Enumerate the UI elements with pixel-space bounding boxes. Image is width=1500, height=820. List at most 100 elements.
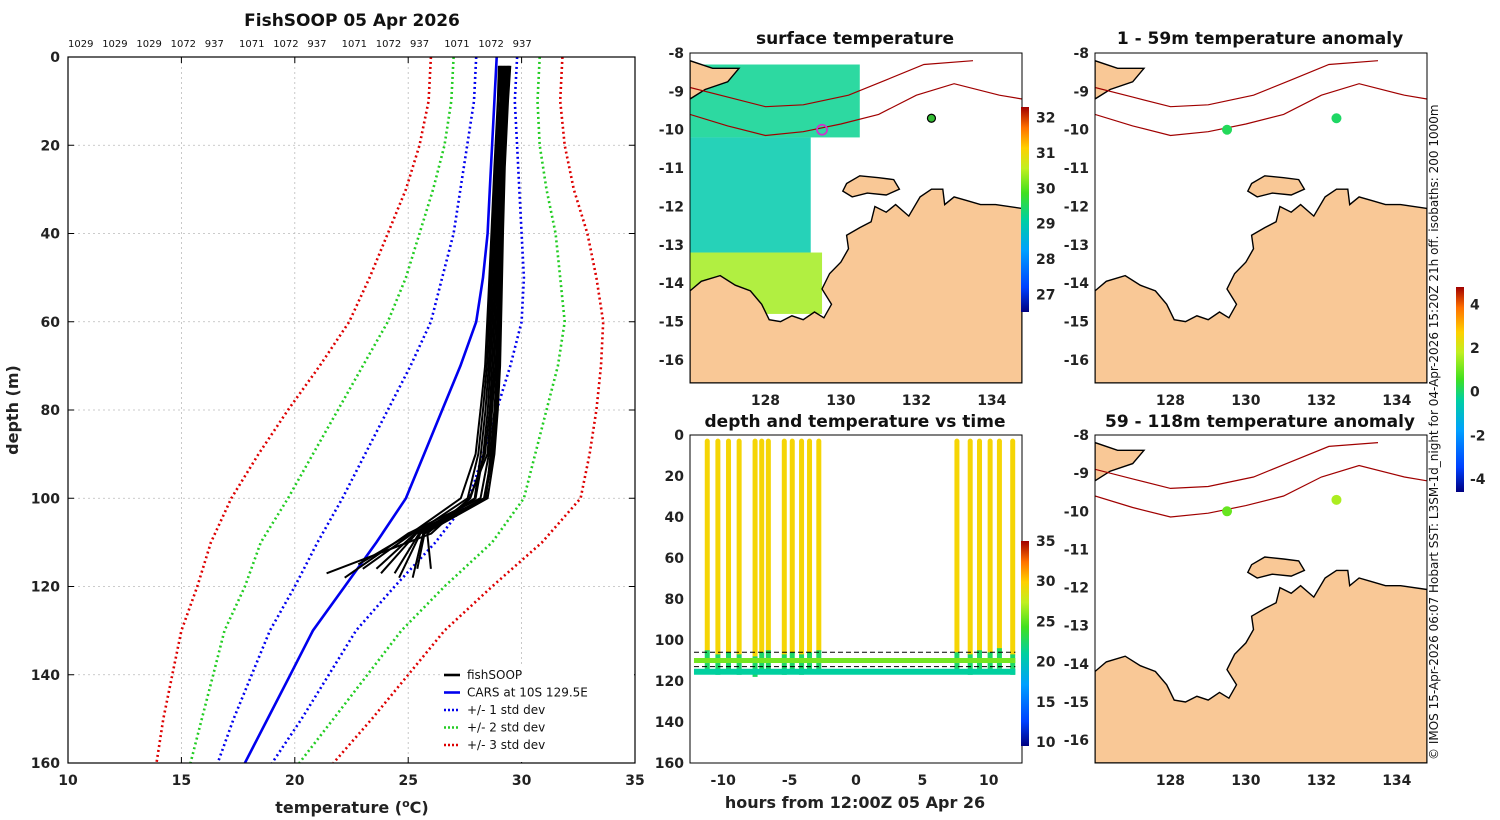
map-frame: [1094, 52, 1428, 384]
lat-tick-label: -8: [668, 46, 684, 62]
isobath-1000m: [1095, 60, 1379, 108]
legend-label: +/- 2 std dev: [467, 721, 545, 735]
sst-colorbar-label: 29: [1036, 217, 1055, 233]
top-label: 1072: [273, 39, 298, 50]
timor-island: [690, 59, 741, 100]
top-label: 1071: [342, 39, 367, 50]
lat-tick-label: -8: [1073, 46, 1089, 62]
lon-tick-label: 130: [1231, 773, 1260, 789]
top-label: 1071: [444, 39, 469, 50]
isobath-200m: [1095, 83, 1427, 137]
anom1-title: 1 - 59m temperature anomaly: [1117, 29, 1403, 49]
land-mass: [1095, 188, 1427, 383]
time-colorbar-ticks: 10 15 20 25 30 35: [1036, 534, 1056, 751]
fishsoop-profile-line: [344, 65, 507, 579]
lat-tick-label: -13: [1064, 238, 1089, 254]
anom1-panel: 1 - 59m temperature anomaly 128 130 132 134…: [1064, 29, 1428, 409]
sst-map-title: surface temperature: [756, 29, 954, 49]
time-colorbar-label: 10: [1036, 735, 1056, 751]
time-y-tick-label: 120: [655, 674, 684, 690]
top-label: 1072: [171, 39, 196, 50]
sst-colorbar-label: 32: [1036, 111, 1055, 127]
fishsoop-profile-line: [416, 65, 512, 569]
sst-map-panel: surface temperature 128 130 132 134 -8 -9 -10 -…: [659, 29, 1056, 409]
time-series-marks: [693, 438, 1016, 677]
lon-tick-label: 130: [1231, 393, 1260, 409]
lat-tick-label: -14: [1064, 276, 1090, 292]
lat-tick-label: -12: [659, 199, 684, 215]
top-label: 1029: [68, 39, 93, 50]
profile-panel: 10 15 20 25 30 35 0 20 40 60 80 100 120 140 160 FishSO…: [3, 11, 645, 817]
anomaly-marker: [1222, 506, 1233, 517]
cast-marker: [816, 123, 828, 136]
legend-label: +/- 1 std dev: [467, 703, 545, 717]
isobath-1000m: [690, 60, 974, 108]
lat-tick-label: -15: [1064, 695, 1089, 711]
y-tick-label: 40: [41, 227, 61, 243]
time-series-area: [690, 435, 1022, 763]
time-y-tick-label: 60: [665, 551, 685, 567]
legend-box: [440, 666, 634, 762]
lon-tick-label: 128: [751, 393, 780, 409]
sst-markers: [816, 113, 937, 136]
x-tick-label: 15: [172, 773, 191, 789]
lat-tick-label: -12: [1064, 581, 1089, 597]
anom2-ticks: 128 130 132 134 -8 -9 -10 -11 -12 -13 -14 -15 -16: [1064, 428, 1428, 789]
legend-label: fishSOOP: [467, 668, 522, 682]
time-series-title: depth and temperature vs time: [705, 412, 1006, 432]
sst-colorbar-label: 31: [1036, 146, 1055, 162]
std2-minus-line: [189, 57, 455, 763]
std3-minus-line: [155, 57, 433, 763]
profile-ticks: 10 15 20 25 30 35 0 20 40 60 80 100 120 140 160: [31, 50, 645, 789]
isobath-1000m: [1095, 442, 1379, 490]
lat-tick-label: -11: [1064, 542, 1089, 558]
time-x-tick-label: 5: [918, 773, 928, 789]
lat-tick-label: -10: [1064, 123, 1090, 139]
lon-tick-label: 132: [1307, 773, 1336, 789]
time-y-tick-label: 100: [655, 633, 684, 649]
lat-tick-label: -13: [1064, 619, 1089, 635]
land-mass: [1095, 569, 1427, 763]
x-tick-label: 10: [58, 773, 78, 789]
lon-tick-label: 128: [1156, 773, 1185, 789]
time-x-tick-label: 0: [851, 773, 861, 789]
anomaly-marker: [1331, 494, 1342, 505]
sst-colorbar-label: 28: [1036, 252, 1055, 268]
time-colorbar-label: 15: [1036, 695, 1055, 711]
legend-label: +/- 3 std dev: [467, 738, 545, 752]
island: [841, 175, 901, 198]
time-colorbar-label: 30: [1036, 574, 1056, 590]
x-tick-label: 20: [285, 773, 305, 789]
anomaly-marker: [1222, 124, 1233, 135]
time-y-tick-label: 160: [655, 756, 684, 772]
island: [1246, 556, 1306, 579]
anomaly-colorbar-label: 2: [1470, 341, 1480, 357]
anom2-title: 59 - 118m temperature anomaly: [1105, 412, 1415, 432]
lat-tick-label: -15: [1064, 315, 1089, 331]
y-tick-label: 0: [50, 50, 60, 66]
sst-map-ticks: 128 130 132 134 -8 -9 -10 -11 -12 -13 -14 -15 -16: [659, 46, 1023, 409]
time-x-tick-label: -10: [711, 773, 737, 789]
profile-title: FishSOOP 05 Apr 2026: [244, 11, 460, 31]
sst-map-content: [690, 59, 1022, 383]
time-y-tick-label: 140: [655, 715, 684, 731]
lat-tick-label: -15: [659, 315, 684, 331]
std3-plus-line: [332, 57, 605, 763]
lat-tick-label: -16: [1064, 353, 1089, 369]
lon-tick-label: 134: [1382, 773, 1411, 789]
legend-label: CARS at 10S 129.5E: [467, 686, 588, 700]
lat-tick-label: -11: [659, 161, 684, 177]
timor-island: [1095, 441, 1146, 482]
y-tick-label: 120: [31, 580, 60, 596]
anom2-panel: 59 - 118m temperature anomaly 128 130 132 1…: [1064, 412, 1428, 789]
std2-plus-line: [298, 57, 567, 763]
y-tick-label: 60: [41, 315, 61, 331]
anomaly-colorbar-ticks: -4 -2 0 2 4: [1470, 297, 1486, 487]
lat-tick-label: -16: [659, 353, 684, 369]
time-y-tick-label: 20: [665, 469, 685, 485]
lat-tick-label: -9: [1073, 466, 1089, 482]
sst-colorbar: [1021, 107, 1029, 312]
time-colorbar-label: 25: [1036, 614, 1055, 630]
